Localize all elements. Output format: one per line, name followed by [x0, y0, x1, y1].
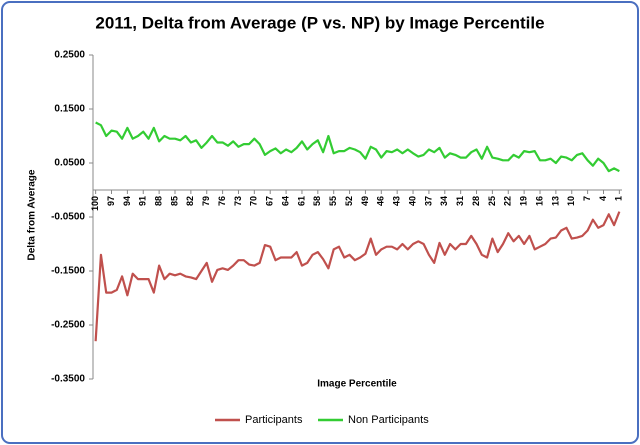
x-tick-label: 64 — [280, 196, 290, 206]
x-tick-label: 79 — [201, 196, 211, 206]
chart-title: 2011, Delta from Average (P vs. NP) by I… — [95, 13, 544, 32]
x-tick-label: 19 — [519, 196, 529, 206]
x-tick-label: 7 — [582, 196, 592, 201]
x-tick-label: 22 — [503, 196, 513, 206]
x-tick-label: 46 — [376, 196, 386, 206]
y-tick-label: 0.1500 — [54, 104, 85, 115]
x-tick-label: 70 — [249, 196, 259, 206]
series-line — [95, 121, 620, 173]
x-tick-label: 49 — [360, 196, 370, 206]
x-tick-label: 40 — [407, 196, 417, 206]
y-tick-label: -0.1500 — [51, 266, 85, 277]
x-tick-label: 85 — [169, 196, 179, 206]
x-tick-label: 52 — [344, 196, 354, 206]
x-tick-label: 10 — [566, 196, 576, 206]
legend-label: Participants — [245, 414, 303, 426]
x-tick-label: 76 — [217, 196, 227, 206]
x-tick-label: 88 — [154, 196, 164, 206]
y-tick-label: 0.2500 — [54, 50, 85, 61]
x-tick-label: 91 — [138, 196, 148, 206]
x-tick-label: 94 — [122, 196, 132, 206]
x-tick-label: 37 — [423, 196, 433, 206]
x-axis-title: Image Percentile — [317, 379, 397, 390]
x-tick-label: 82 — [185, 196, 195, 206]
x-tick-label: 43 — [392, 196, 402, 206]
x-tick-label: 55 — [328, 196, 338, 206]
y-axis-title: Delta from Average — [27, 169, 38, 260]
series-line — [94, 211, 621, 342]
x-tick-label: 100 — [90, 196, 100, 211]
x-tick-label: 67 — [265, 196, 275, 206]
x-tick-label: 73 — [233, 196, 243, 206]
x-tick-label: 58 — [312, 196, 322, 206]
x-tick-label: 28 — [471, 196, 481, 206]
x-tick-label: 16 — [534, 196, 544, 206]
x-tick-label: 97 — [106, 196, 116, 206]
y-tick-label: -0.2500 — [51, 320, 85, 331]
y-tick-label: 0.0500 — [54, 158, 85, 169]
x-tick-label: 31 — [455, 196, 465, 206]
x-tick-label: 1 — [614, 196, 624, 201]
x-tick-label: 13 — [550, 196, 560, 206]
x-tick-label: 61 — [296, 196, 306, 206]
y-tick-label: -0.0500 — [51, 212, 85, 223]
y-tick-label: -0.3500 — [51, 374, 85, 385]
x-tick-label: 34 — [439, 196, 449, 206]
legend-label: Non Participants — [348, 414, 429, 426]
x-tick-label: 4 — [598, 196, 608, 201]
x-tick-label: 25 — [487, 196, 497, 206]
